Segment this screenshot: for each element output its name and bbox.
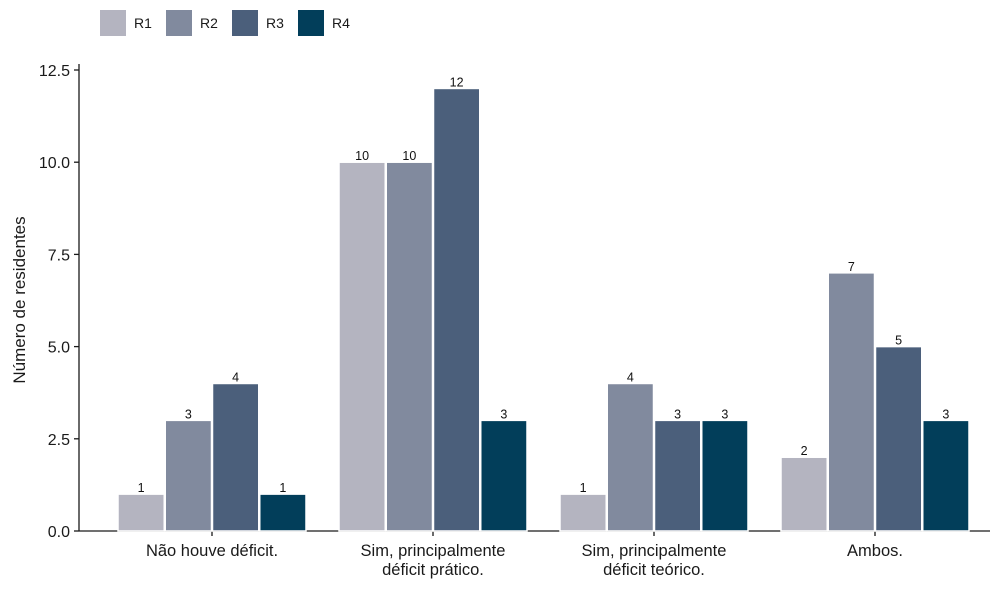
bar-r3-1 xyxy=(213,383,259,531)
data-label: 1 xyxy=(138,481,145,495)
y-tick-label: 7.5 xyxy=(48,247,70,264)
data-label: 3 xyxy=(185,407,192,421)
bar-r2-4 xyxy=(828,273,874,531)
bar-r2-3 xyxy=(607,383,653,531)
data-label: 5 xyxy=(895,334,902,348)
legend-swatch-r3 xyxy=(232,10,258,36)
y-axis: 0.0 2.5 5.0 7.5 10.0 12.5 xyxy=(39,63,79,541)
legend-label: R2 xyxy=(200,15,218,31)
data-label: 1 xyxy=(580,481,587,495)
data-label: 3 xyxy=(721,407,728,421)
legend-label: R3 xyxy=(266,15,284,31)
legend: R1 R2 R3 R4 xyxy=(100,10,350,36)
bar-r4-1 xyxy=(260,494,306,531)
data-label: 3 xyxy=(942,407,949,421)
y-tick-label: 2.5 xyxy=(48,432,70,449)
bar-r4-3 xyxy=(702,420,748,531)
data-label: 10 xyxy=(355,149,369,163)
y-axis-label: Número de residentes xyxy=(10,216,29,383)
x-tick-label: Sim, principalmente xyxy=(582,542,727,560)
x-axis: Não houve déficit. Sim, principalmentedéf… xyxy=(79,531,990,579)
data-label: 12 xyxy=(450,75,464,89)
data-label: 3 xyxy=(674,407,681,421)
x-tick-label: déficit prático. xyxy=(382,561,484,579)
data-label: 2 xyxy=(801,444,808,458)
y-tick-label: 0.0 xyxy=(48,524,70,541)
y-tick-label: 5.0 xyxy=(48,340,70,357)
bars xyxy=(118,88,969,531)
data-label: 7 xyxy=(848,260,855,274)
y-tick-label: 10.0 xyxy=(39,155,70,172)
legend-swatch-r2 xyxy=(166,10,192,36)
y-tick-label: 12.5 xyxy=(39,63,70,80)
data-label: 10 xyxy=(402,149,416,163)
bar-r1-2 xyxy=(339,162,385,531)
bar-r1-1 xyxy=(118,494,164,531)
data-label: 3 xyxy=(500,407,507,421)
bar-r1-3 xyxy=(560,494,606,531)
bar-r1-4 xyxy=(781,457,827,531)
bar-r3-4 xyxy=(876,347,922,531)
data-label: 4 xyxy=(232,370,239,384)
legend-swatch-r1 xyxy=(100,10,126,36)
legend-swatch-r4 xyxy=(298,10,324,36)
legend-label: R1 xyxy=(134,15,152,31)
x-tick-label: Sim, principalmente xyxy=(361,542,506,560)
x-tick-label: Ambos. xyxy=(847,542,903,560)
bar-r3-3 xyxy=(655,420,701,531)
bar-r3-2 xyxy=(434,88,480,531)
bar-r4-2 xyxy=(481,420,527,531)
bar-r4-4 xyxy=(923,420,969,531)
data-label: 4 xyxy=(627,370,634,384)
x-tick-label: déficit teórico. xyxy=(603,561,705,579)
legend-label: R4 xyxy=(332,15,350,31)
x-tick-label: Não houve déficit. xyxy=(146,542,278,560)
data-label: 1 xyxy=(279,481,286,495)
bar-r2-1 xyxy=(165,420,211,531)
bar-r2-2 xyxy=(386,162,432,531)
